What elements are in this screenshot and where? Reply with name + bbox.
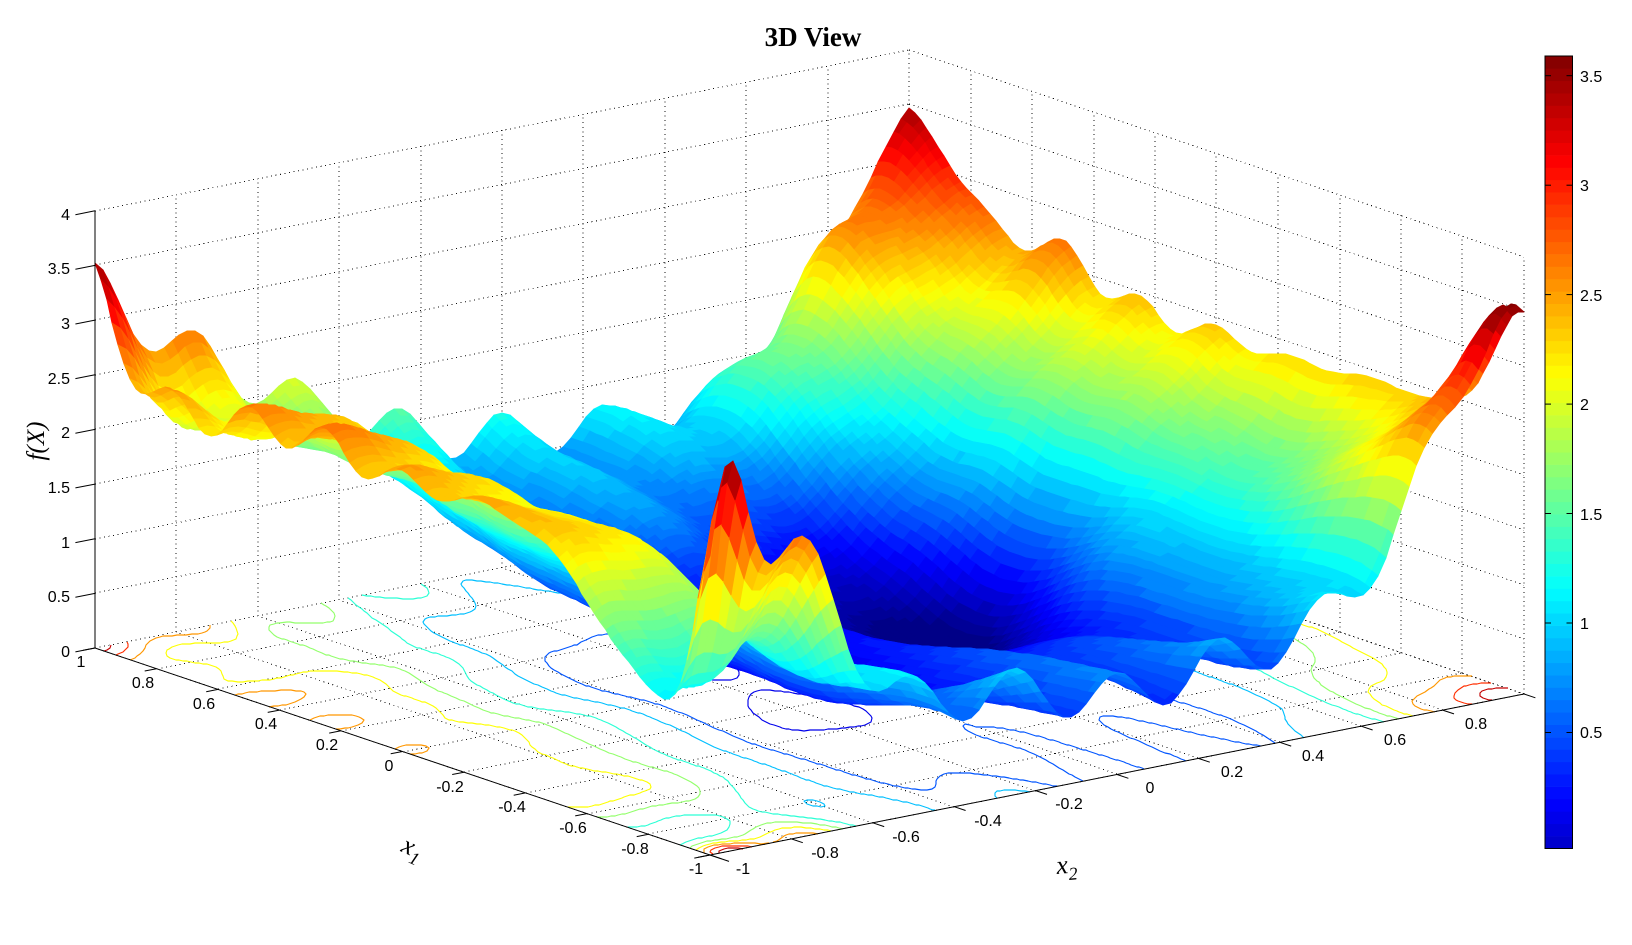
svg-text:0.6: 0.6 — [1384, 732, 1406, 749]
svg-text:-0.4: -0.4 — [498, 799, 526, 816]
svg-text:1: 1 — [61, 535, 70, 552]
svg-text:2: 2 — [61, 425, 70, 442]
svg-text:4: 4 — [61, 207, 70, 224]
svg-text:-0.2: -0.2 — [1055, 796, 1083, 813]
svg-text:0.6: 0.6 — [193, 696, 215, 713]
svg-text:-0.4: -0.4 — [974, 813, 1002, 830]
svg-text:2: 2 — [1580, 397, 1589, 414]
svg-text:0.4: 0.4 — [1302, 748, 1324, 765]
svg-text:-0.2: -0.2 — [436, 779, 464, 796]
svg-text:3.5: 3.5 — [1580, 69, 1602, 86]
svg-text:-1: -1 — [689, 861, 703, 878]
svg-text:-1: -1 — [736, 861, 750, 878]
svg-text:0.5: 0.5 — [1580, 725, 1602, 742]
svg-text:3: 3 — [1580, 178, 1589, 195]
svg-text:0.2: 0.2 — [316, 737, 338, 754]
svg-text:1: 1 — [1580, 616, 1589, 633]
svg-text:0.5: 0.5 — [48, 589, 70, 606]
svg-text:0.8: 0.8 — [1465, 716, 1487, 733]
svg-text:0: 0 — [385, 758, 394, 775]
svg-text:1.5: 1.5 — [1580, 507, 1602, 524]
svg-text:1: 1 — [77, 654, 86, 671]
svg-text:f(X): f(X) — [23, 422, 50, 461]
svg-text:-0.6: -0.6 — [559, 820, 587, 837]
svg-text:2.5: 2.5 — [48, 371, 70, 388]
svg-text:0: 0 — [1146, 780, 1155, 797]
svg-text:-0.6: -0.6 — [892, 829, 920, 846]
svg-text:3: 3 — [61, 316, 70, 333]
svg-text:0: 0 — [61, 644, 70, 661]
svg-text:2.5: 2.5 — [1580, 288, 1602, 305]
svg-text:0.2: 0.2 — [1221, 764, 1243, 781]
svg-text:0.8: 0.8 — [132, 675, 154, 692]
svg-text:1.5: 1.5 — [48, 480, 70, 497]
svg-text:-0.8: -0.8 — [811, 845, 839, 862]
svg-text:0.4: 0.4 — [255, 716, 277, 733]
svg-text:3.5: 3.5 — [48, 261, 70, 278]
svg-text:-0.8: -0.8 — [621, 841, 649, 858]
svg-text:3D View: 3D View — [765, 22, 862, 52]
